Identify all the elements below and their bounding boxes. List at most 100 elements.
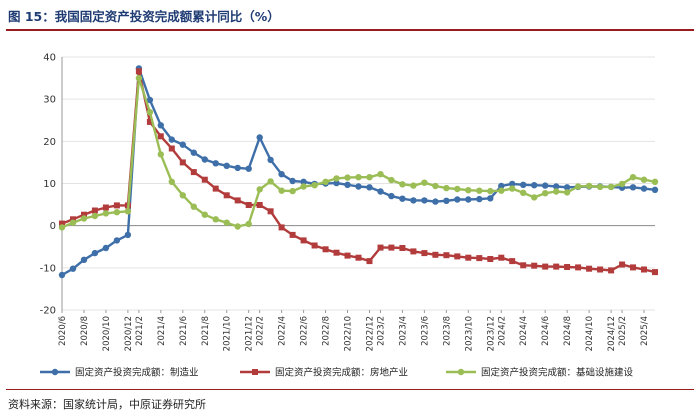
data-point (388, 176, 395, 184)
data-point (542, 190, 549, 197)
data-point (113, 202, 120, 209)
data-point (102, 244, 110, 252)
data-point (81, 211, 87, 218)
data-point (563, 184, 571, 191)
data-point (509, 180, 516, 188)
data-point (454, 196, 461, 203)
data-point (564, 264, 571, 270)
legend-marker (51, 368, 59, 376)
data-point (201, 176, 208, 183)
x-tick-label: 2025/4 (640, 316, 650, 346)
data-point (553, 183, 560, 190)
title-divider (6, 29, 694, 31)
data-point (377, 244, 384, 251)
data-point (531, 182, 538, 189)
legend-item: 固定资产投资完成额：房地产业 (240, 367, 408, 379)
legend-label: 固定资产投资完成额：制造业 (75, 367, 199, 379)
data-point (520, 181, 527, 188)
data-point (388, 192, 395, 200)
data-point (80, 256, 88, 263)
data-point (651, 186, 659, 193)
legend-item: 固定资产投资完成额：制造业 (40, 367, 199, 379)
data-point (80, 215, 88, 222)
x-tick-label: 2024/4 (519, 316, 529, 346)
data-point (102, 204, 109, 211)
legend-label: 固定资产投资完成额：基础设施建设 (481, 367, 634, 379)
data-point (432, 251, 439, 258)
data-point (333, 249, 340, 256)
data-point (146, 118, 153, 125)
series-3 (58, 74, 659, 231)
data-point (300, 183, 307, 190)
data-point (322, 178, 329, 185)
data-point (399, 245, 406, 251)
x-tick-label: 2022/2 (256, 316, 266, 346)
data-point (344, 174, 351, 181)
x-tick-label: 2023/12 (486, 316, 496, 351)
data-point (586, 265, 593, 272)
y-tick-label: 10 (43, 179, 56, 190)
x-tick-label: 2021/10 (223, 316, 233, 351)
data-point (333, 179, 340, 187)
legend-marker (252, 369, 258, 375)
data-point (69, 265, 77, 272)
data-point (69, 219, 77, 226)
x-tick-label: 2021/4 (157, 316, 167, 346)
data-point (355, 183, 362, 190)
data-point (399, 181, 406, 188)
y-tick-label: -20 (40, 306, 56, 317)
x-tick-label: 2024/2 (497, 316, 507, 346)
data-point (157, 133, 164, 140)
data-point (124, 231, 132, 239)
series-1 (58, 65, 659, 279)
data-point (509, 185, 516, 192)
data-point (619, 261, 626, 268)
data-point (366, 184, 373, 191)
y-tick-label: -10 (40, 263, 56, 274)
data-point (355, 174, 362, 181)
y-tick-label: 0 (50, 221, 56, 232)
series-lines (58, 65, 659, 279)
data-point (135, 74, 143, 82)
data-point (629, 184, 637, 191)
data-point (465, 187, 472, 194)
data-point (311, 182, 318, 189)
x-tick-label: 2021/6 (179, 316, 189, 346)
data-point (344, 252, 351, 259)
data-point (432, 198, 439, 205)
data-point (234, 164, 241, 172)
data-point (542, 263, 549, 270)
data-point (509, 258, 516, 265)
data-point (421, 197, 428, 204)
data-point (553, 188, 560, 195)
data-point (542, 182, 549, 189)
x-tick-label: 2021/2 (135, 316, 145, 346)
data-point (168, 136, 175, 143)
data-point (443, 197, 450, 204)
data-point (135, 68, 142, 75)
data-point (652, 269, 658, 276)
data-point (476, 187, 483, 194)
legend: 固定资产投资完成额：制造业 固定资产投资完成额：房地产业 固定资产投资完成额：基础设… (40, 367, 634, 379)
data-point (267, 208, 274, 215)
x-tick-label: 2020/6 (58, 316, 68, 346)
figure-title: 图 15：我国固定资产投资完成额累计同比（%） (8, 9, 280, 24)
data-point (651, 178, 659, 185)
data-point (487, 256, 494, 262)
data-point (59, 220, 65, 227)
data-point (300, 178, 307, 185)
data-point (322, 246, 329, 253)
data-point (575, 264, 582, 271)
data-point (190, 169, 197, 176)
x-tick-label: 2021/8 (201, 316, 211, 346)
x-axis-ticks: 2020/6 2020/8 2020/10 2020/12 2021/2 2021/4 20… (58, 310, 650, 351)
x-tick-label: 2024/8 (563, 316, 573, 346)
data-point (245, 165, 252, 172)
data-point (289, 231, 296, 238)
x-tick-label: 2021/12 (245, 316, 255, 351)
x-tick-label: 2023/10 (464, 316, 474, 351)
data-point (487, 195, 494, 202)
footer-divider (6, 389, 694, 390)
data-point (487, 187, 494, 195)
data-point (278, 187, 285, 194)
